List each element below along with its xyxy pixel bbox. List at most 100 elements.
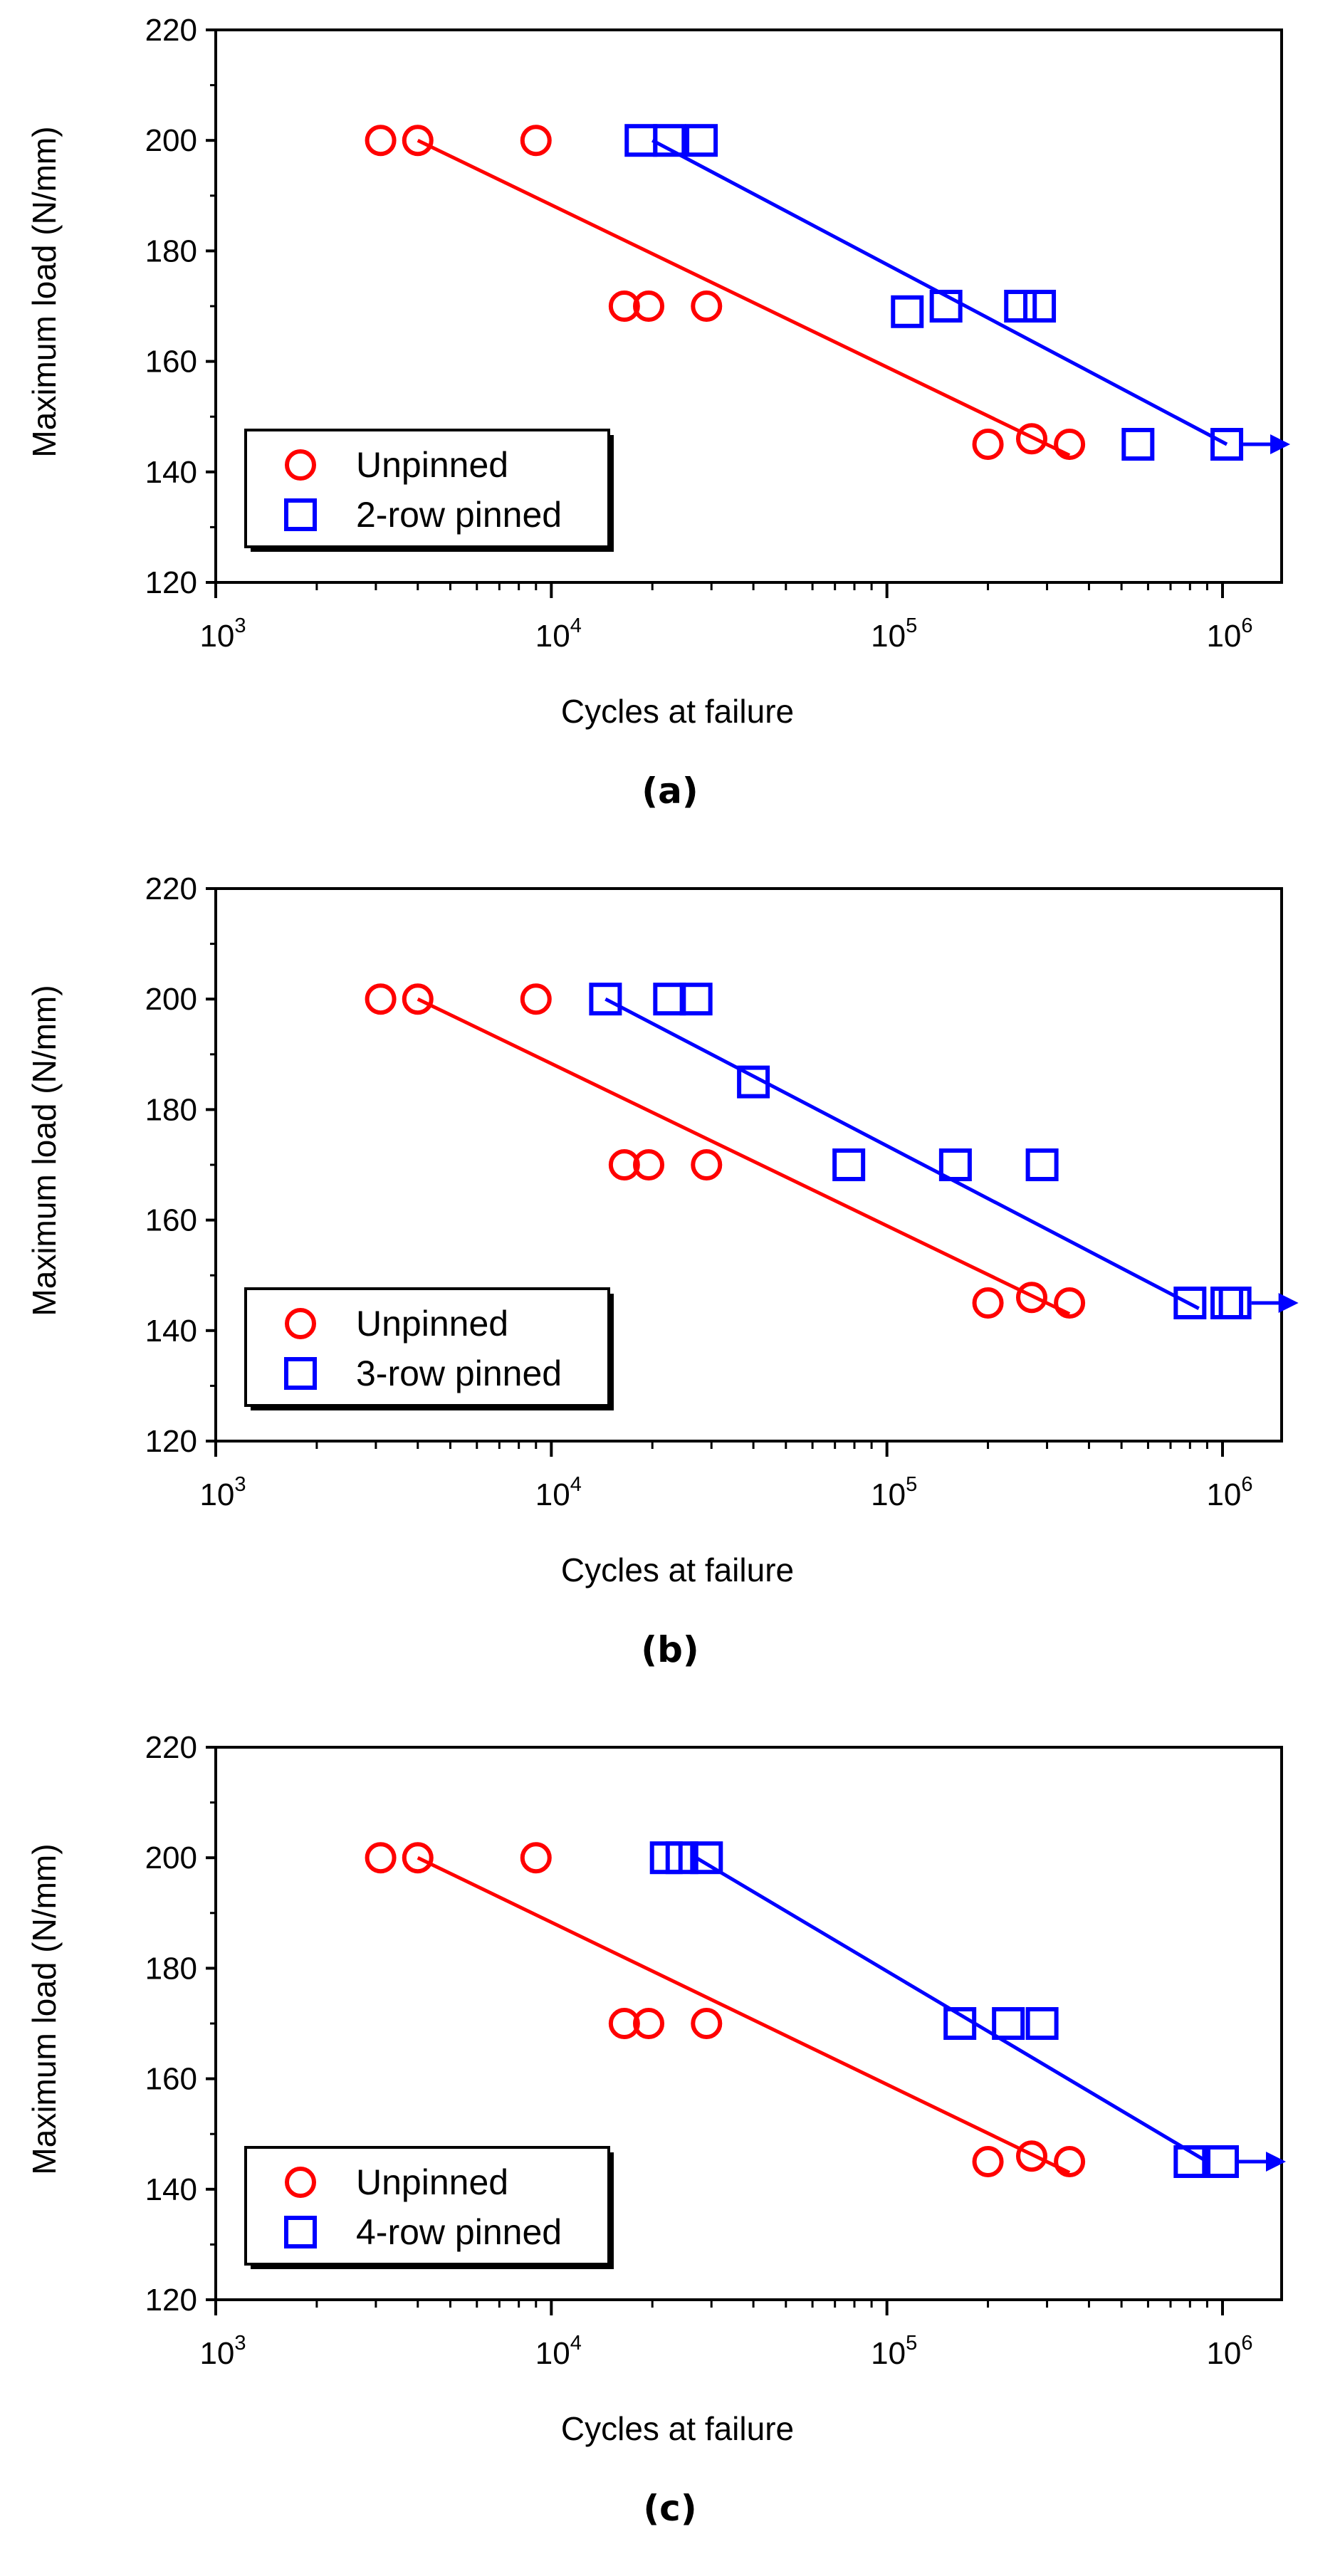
x-tick-exponent: 3 <box>234 1473 246 1496</box>
x-tick-label: 103 <box>199 2332 246 2371</box>
y-tick-label: 180 <box>145 234 197 268</box>
x-axis-title: Cycles at failure <box>561 693 794 730</box>
x-tick-base: 10 <box>1206 619 1241 654</box>
y-tick-label: 120 <box>145 1424 197 1459</box>
x-tick-base: 10 <box>871 1477 906 1512</box>
runout-arrow-head <box>1278 1293 1299 1313</box>
data-point-unpinned <box>608 2008 640 2039</box>
y-tick-label: 140 <box>145 2172 197 2207</box>
x-axis-title: Cycles at failure <box>561 1551 794 1588</box>
data-point-3-row-pinned <box>832 1148 866 1181</box>
fit-line-unpinned <box>417 997 1071 1316</box>
data-point-3-row-pinned <box>1210 1287 1244 1319</box>
y-axis-title: Maximum load (N/mm) <box>26 985 63 1316</box>
x-tick-label: 104 <box>535 1473 582 1512</box>
x-tick-base: 10 <box>535 619 570 654</box>
x-tick-base: 10 <box>199 1477 234 1512</box>
y-axis-title: Maximum load (N/mm) <box>26 126 63 457</box>
panel-caption-b: (b) <box>641 1629 699 1670</box>
data-point-unpinned <box>691 1149 723 1180</box>
data-point-unpinned <box>520 125 552 157</box>
x-tick-exponent: 3 <box>234 2332 246 2355</box>
x-tick-base: 10 <box>535 2336 570 2371</box>
data-point-2-row-pinned <box>1023 290 1057 323</box>
data-point-2-row-pinned <box>1210 428 1244 461</box>
legend-marker-4-row-pinned <box>284 2216 317 2248</box>
fit-line-unpinned <box>417 1855 1071 2174</box>
panel-caption-a: (a) <box>642 770 698 812</box>
y-tick-label: 220 <box>145 1730 197 1765</box>
data-point-unpinned <box>1015 2140 1047 2172</box>
x-tick-base: 10 <box>199 2336 234 2371</box>
y-tick-label: 220 <box>145 871 197 906</box>
data-point-unpinned <box>633 1149 665 1180</box>
data-point-4-row-pinned <box>1025 2007 1059 2040</box>
x-tick-label: 106 <box>1206 1473 1252 1512</box>
legend-marker-unpinned <box>285 2167 316 2198</box>
y-tick-label: 140 <box>145 455 197 490</box>
x-tick-exponent: 4 <box>570 2332 582 2355</box>
y-tick-label: 200 <box>145 982 197 1017</box>
y-tick-label: 180 <box>145 1951 197 1986</box>
data-point-3-row-pinned <box>1025 1148 1059 1181</box>
data-point-unpinned <box>691 290 723 322</box>
x-tick-label: 105 <box>871 2332 917 2371</box>
data-point-3-row-pinned <box>737 1065 770 1099</box>
data-point-2-row-pinned <box>1004 290 1037 323</box>
data-point-unpinned <box>1054 1287 1086 1319</box>
legend-label-4-row-pinned: 4-row pinned <box>356 2212 562 2252</box>
y-tick-label: 120 <box>145 2283 197 2318</box>
data-point-unpinned <box>365 125 397 157</box>
x-tick-exponent: 5 <box>906 1473 917 1496</box>
y-tick-label: 160 <box>145 345 197 379</box>
legend-label-unpinned: Unpinned <box>356 2162 508 2202</box>
data-point-unpinned <box>402 983 434 1015</box>
x-tick-label: 105 <box>871 614 917 654</box>
fit-line-3-row-pinned <box>604 997 1200 1310</box>
runout-arrow-head <box>1266 2152 1287 2172</box>
legend-label-3-row-pinned: 3-row pinned <box>356 1354 562 1393</box>
data-point-unpinned <box>972 429 1004 460</box>
data-point-2-row-pinned <box>891 295 924 328</box>
data-point-unpinned <box>402 125 434 157</box>
x-tick-label: 103 <box>199 614 246 654</box>
data-point-4-row-pinned <box>992 2007 1025 2040</box>
data-point-3-row-pinned <box>679 983 713 1016</box>
data-point-4-row-pinned <box>1206 2145 1240 2178</box>
x-tick-base: 10 <box>1206 1477 1241 1512</box>
data-point-unpinned <box>365 983 397 1015</box>
x-tick-exponent: 6 <box>1241 2332 1252 2355</box>
data-point-2-row-pinned <box>685 124 718 157</box>
data-point-3-row-pinned <box>1173 1287 1207 1319</box>
legend-marker-unpinned <box>285 1308 316 1339</box>
x-tick-base: 10 <box>871 619 906 654</box>
data-point-4-row-pinned <box>690 1841 723 1875</box>
data-point-unpinned <box>1054 429 1086 460</box>
legend-label-unpinned: Unpinned <box>356 1304 508 1344</box>
x-tick-base: 10 <box>535 1477 570 1512</box>
x-tick-exponent: 5 <box>906 614 917 637</box>
data-point-2-row-pinned <box>624 124 658 157</box>
data-point-2-row-pinned <box>1121 428 1155 461</box>
legend-marker-2-row-pinned <box>284 498 317 531</box>
data-point-unpinned <box>1054 2146 1086 2177</box>
x-tick-base: 10 <box>871 2336 906 2371</box>
x-tick-exponent: 5 <box>906 2332 917 2355</box>
data-point-unpinned <box>972 1287 1004 1319</box>
data-point-4-row-pinned <box>665 1841 698 1875</box>
x-tick-label: 106 <box>1206 2332 1252 2371</box>
data-point-2-row-pinned <box>929 290 963 323</box>
data-point-unpinned <box>633 2008 665 2039</box>
data-point-unpinned <box>520 983 552 1015</box>
x-tick-base: 10 <box>1206 2336 1241 2371</box>
legend-marker-unpinned <box>285 449 316 481</box>
x-tick-label: 104 <box>535 2332 582 2371</box>
data-point-unpinned <box>608 1149 640 1180</box>
legend-label-unpinned: Unpinned <box>356 445 508 485</box>
y-tick-label: 200 <box>145 1841 197 1875</box>
x-tick-label: 103 <box>199 1473 246 1512</box>
legend-marker-3-row-pinned <box>284 1357 317 1390</box>
